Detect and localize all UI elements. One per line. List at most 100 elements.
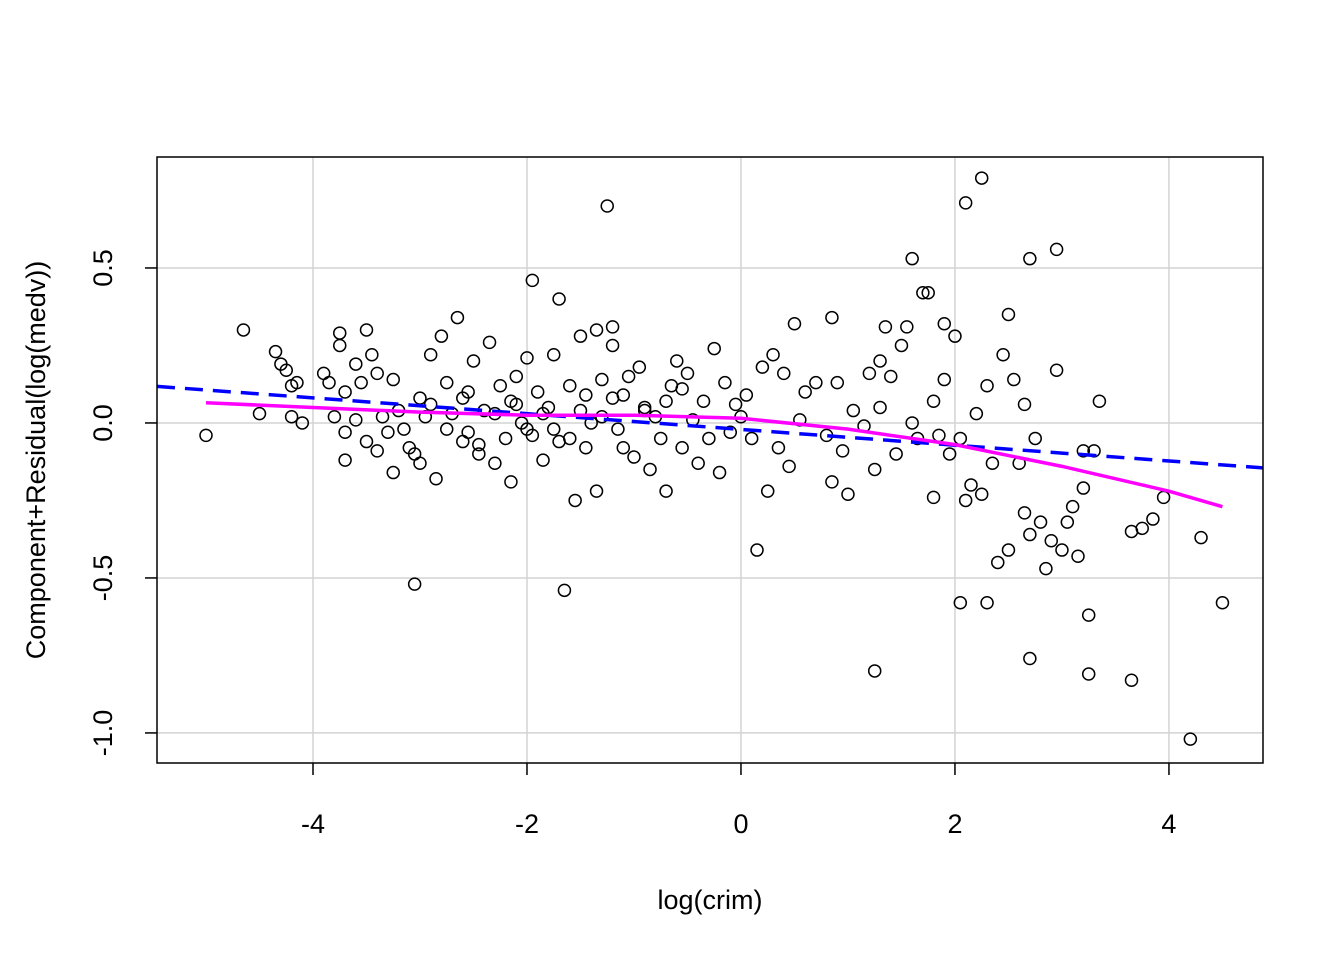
point xyxy=(728,397,743,412)
point xyxy=(1017,506,1032,520)
point xyxy=(1076,481,1091,495)
point xyxy=(413,391,427,405)
point xyxy=(536,453,550,467)
point xyxy=(659,394,673,409)
point xyxy=(1055,543,1069,557)
point xyxy=(579,441,593,455)
point xyxy=(429,472,443,486)
point xyxy=(964,478,978,492)
point xyxy=(718,375,732,390)
point xyxy=(290,375,304,390)
point xyxy=(787,317,802,331)
point xyxy=(359,434,374,449)
point xyxy=(953,431,968,446)
point xyxy=(407,577,422,591)
fit-line xyxy=(156,384,1264,470)
point xyxy=(958,493,973,508)
point xyxy=(841,487,855,502)
point xyxy=(991,555,1005,570)
point xyxy=(359,323,374,337)
point xyxy=(295,416,310,430)
point xyxy=(552,292,566,306)
x-tick-label: -2 xyxy=(515,809,539,839)
point xyxy=(675,382,689,396)
point xyxy=(680,366,695,381)
point xyxy=(825,310,839,325)
point xyxy=(327,410,342,424)
point xyxy=(1033,515,1048,529)
point xyxy=(509,369,524,384)
plot-frame xyxy=(156,156,1264,764)
point xyxy=(702,431,716,446)
point xyxy=(332,326,347,340)
x-tick-label: 4 xyxy=(1161,809,1176,839)
point xyxy=(643,462,657,477)
point xyxy=(381,425,395,440)
point xyxy=(589,323,604,337)
point xyxy=(1081,608,1096,622)
point xyxy=(493,379,507,393)
point xyxy=(284,410,299,424)
point xyxy=(627,450,641,464)
point xyxy=(1135,521,1149,536)
point xyxy=(830,375,845,390)
point xyxy=(1023,251,1037,266)
x-tick-label: 0 xyxy=(733,809,748,839)
point xyxy=(1049,363,1064,378)
point xyxy=(873,354,887,368)
point xyxy=(670,354,684,368)
point xyxy=(370,444,384,458)
point xyxy=(707,341,721,356)
point xyxy=(926,490,941,505)
point xyxy=(867,664,882,678)
point xyxy=(525,273,540,288)
point xyxy=(771,441,786,455)
point xyxy=(423,348,438,362)
x-tick-label: -4 xyxy=(301,809,325,839)
point xyxy=(434,329,449,343)
point xyxy=(884,369,898,384)
point xyxy=(835,444,850,458)
point xyxy=(316,366,331,381)
point xyxy=(509,397,524,412)
point xyxy=(520,351,534,365)
point xyxy=(1023,651,1037,666)
point xyxy=(1065,499,1080,514)
point xyxy=(1060,515,1075,529)
point xyxy=(568,493,582,508)
point xyxy=(605,338,620,353)
point xyxy=(980,379,994,393)
point xyxy=(905,251,919,266)
point xyxy=(905,416,919,430)
point xyxy=(338,425,352,440)
point xyxy=(659,484,673,498)
x-axis-label: log(crim) xyxy=(658,885,763,915)
point xyxy=(1092,394,1107,409)
point xyxy=(985,456,1000,471)
point xyxy=(958,196,973,210)
point xyxy=(375,410,390,424)
point xyxy=(621,369,636,384)
point xyxy=(766,348,780,362)
point xyxy=(798,385,812,399)
point xyxy=(980,595,994,610)
point xyxy=(1001,543,1016,557)
point xyxy=(338,385,352,399)
point xyxy=(472,437,486,452)
point xyxy=(520,422,534,436)
point xyxy=(1028,431,1042,446)
point xyxy=(867,462,882,477)
point xyxy=(894,338,909,353)
point xyxy=(937,372,952,387)
point xyxy=(1156,490,1171,505)
point xyxy=(755,360,770,374)
point xyxy=(1183,732,1198,746)
point xyxy=(563,379,577,393)
point xyxy=(712,465,727,480)
point xyxy=(900,320,914,334)
point xyxy=(653,431,668,446)
point xyxy=(846,403,861,418)
fit-line xyxy=(205,401,1223,509)
point xyxy=(1039,561,1053,576)
